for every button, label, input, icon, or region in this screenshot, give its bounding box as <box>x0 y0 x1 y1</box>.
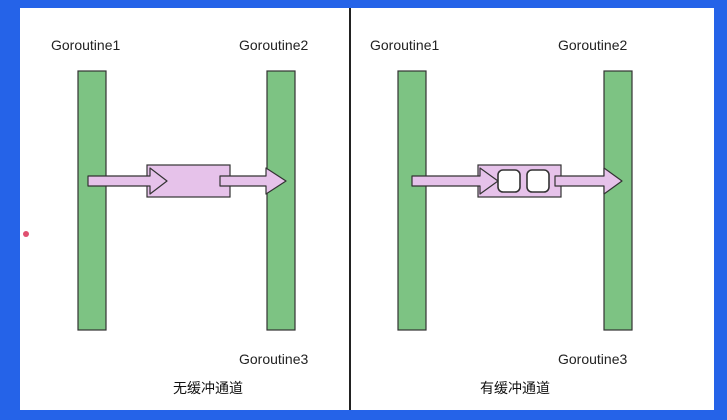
cursor-dot <box>23 231 29 237</box>
goroutine2-label: Goroutine2 <box>239 37 309 53</box>
buffered-channel-panel <box>397 70 633 331</box>
unbuffered-caption: 无缓冲通道 <box>173 380 243 396</box>
buffer-slot-2 <box>526 169 550 193</box>
channel-diagram-svg <box>77 8 633 410</box>
goroutine2-bar <box>266 70 296 331</box>
receive-arrow <box>219 167 287 195</box>
goroutine1-bar <box>77 70 107 331</box>
goroutine3-label: Goroutine3 <box>239 351 309 367</box>
send-arrow <box>87 167 168 195</box>
unbuffered-channel-panel <box>77 70 296 331</box>
goroutine1-label: Goroutine1 <box>370 37 440 53</box>
goroutine2-label: Goroutine2 <box>558 37 628 53</box>
receive-arrow <box>554 167 623 195</box>
goroutine3-label: Goroutine3 <box>558 351 628 367</box>
buffered-caption: 有缓冲通道 <box>480 380 550 396</box>
goroutine1-bar <box>397 70 427 331</box>
diagram-canvas: Goroutine1 Goroutine2 Goroutine3 无缓冲通道 G… <box>20 8 714 410</box>
goroutine1-label: Goroutine1 <box>51 37 121 53</box>
send-arrow <box>411 167 499 195</box>
goroutine2-bar <box>603 70 633 331</box>
buffer-slot-1 <box>497 169 521 193</box>
